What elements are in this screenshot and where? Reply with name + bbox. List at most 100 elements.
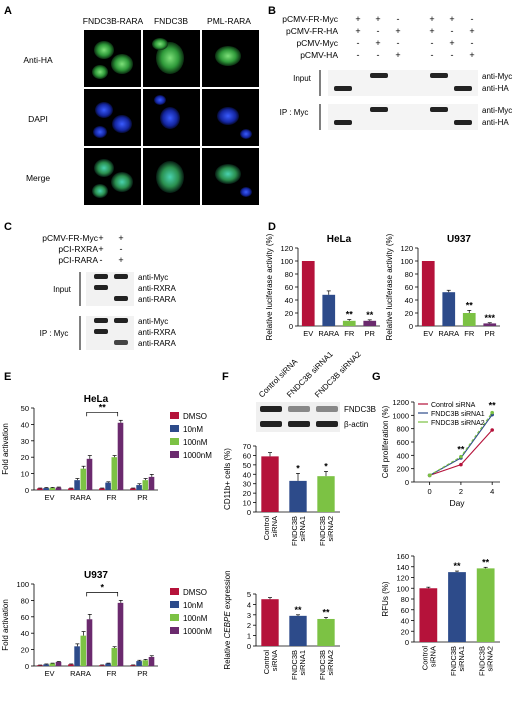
sign-cell: - [357, 50, 360, 60]
significance-mark: ** [294, 605, 302, 615]
x-tick-label: FNDC3BsiRNA2 [318, 650, 335, 680]
significance-bracket [86, 592, 119, 597]
micrograph-dapi-1 [84, 89, 141, 146]
bar [74, 646, 80, 666]
bar [74, 480, 80, 490]
y-tick-label: 0 [247, 508, 251, 517]
micrograph-antiha-1 [84, 30, 141, 87]
x-tick-label: ControlsiRNA [262, 516, 279, 541]
panel-c-blot-label-5: anti-RXRA [138, 328, 176, 337]
panel-f-letter: F [222, 371, 229, 383]
sign-cell: + [98, 244, 103, 254]
sign-cell: - [357, 38, 360, 48]
bar [261, 456, 279, 512]
significance-mark: ** [457, 445, 465, 455]
y-tick-label: 30 [21, 437, 29, 446]
sign-cell: - [397, 14, 400, 24]
data-point [459, 462, 463, 467]
y-tick-label: 800 [396, 425, 409, 434]
legend-label: 10nM [183, 425, 203, 434]
bar [476, 568, 495, 642]
data-point [427, 473, 432, 478]
sign-cell: + [375, 38, 380, 48]
significance-mark: * [296, 463, 300, 473]
legend-swatch [170, 451, 179, 458]
y-tick-label: 60 [285, 283, 293, 292]
panel-e-letter: E [4, 371, 11, 383]
x-tick-label: RARA [318, 329, 339, 338]
bar [142, 480, 149, 490]
panel-a-row-3: Merge [26, 173, 50, 183]
y-tick-label: 2 [247, 621, 251, 630]
legend-swatch [170, 412, 179, 419]
y-tick-label: 80 [401, 595, 409, 604]
sign-cell: - [100, 255, 103, 265]
y-tick-label: 40 [21, 420, 29, 429]
x-tick-label: FNDC3BsiRNA1 [290, 650, 307, 680]
y-axis-label: Fold activation [1, 599, 10, 651]
y-tick-label: 10 [243, 499, 251, 508]
panel-c-row-1: pCMV-FR-Myc [42, 233, 98, 243]
chart-title: HeLa [84, 394, 109, 405]
y-tick-label: 20 [405, 309, 413, 318]
y-tick-label: 60 [401, 606, 409, 615]
y-tick-label: 20 [21, 646, 29, 655]
sign-cell: - [120, 244, 123, 254]
x-tick-label: PR [485, 329, 496, 338]
bar [105, 663, 111, 666]
bar [421, 261, 435, 326]
y-tick-label: 80 [285, 270, 293, 279]
bar [261, 599, 279, 646]
significance-mark: * [324, 461, 328, 471]
bar [80, 635, 87, 666]
sign-cell: + [375, 14, 380, 24]
bar [317, 618, 335, 646]
bar [86, 458, 93, 490]
sign-cell: - [451, 26, 454, 36]
chart-d-hela: 0 20 40 60 80 100 120 Relative luciferase activ… [265, 233, 380, 340]
panel-f-blot-label-2: β-actin [344, 420, 368, 429]
panel-c-blot-label-2: anti-RXRA [138, 284, 176, 293]
bar [55, 487, 62, 490]
panel-f-lane-2: FNDC3B siRNA1 [285, 349, 335, 399]
y-tick-label: 160 [396, 552, 409, 561]
legend-label: FNDC3B siRNA2 [431, 420, 485, 427]
panel-b: B pCMV-FR-Myc pCMV-FR-HA pCMV-Myc pCMV-H… [268, 5, 512, 130]
x-tick-label: FR [107, 493, 118, 502]
panel-a-col-3: PML-RARA [207, 16, 251, 26]
y-tick-label: 40 [285, 296, 293, 305]
panel-b-blot-label-2: anti-HA [482, 84, 509, 93]
y-axis-label: Fold activation [1, 423, 10, 475]
x-axis-label: Day [449, 498, 465, 508]
y-axis-label: Cell proliferation (%) [381, 405, 390, 478]
panel-b-input-label: Input [293, 74, 312, 83]
chart-title: U937 [84, 570, 108, 581]
panel-c-row-3: pCI-RARA [58, 255, 98, 265]
x-tick-label: FNDC3BsiRNA1 [449, 646, 466, 676]
y-tick-label: 20 [401, 627, 409, 636]
y-tick-label: 80 [21, 596, 29, 605]
legend-label: 10nM [183, 601, 203, 610]
x-tick-label: RARA [70, 669, 91, 678]
x-tick-label: ControlsiRNA [420, 646, 437, 671]
legend-label: 100nM [183, 438, 208, 447]
chart-d-u937: 0 20 40 60 80 100 120 Relative luciferase activ… [385, 233, 500, 340]
panel-c: C pCMV-FR-Myc pCI-RXRA pCI-RARA + ++ -- + I… [4, 221, 176, 350]
y-tick-label: 140 [396, 563, 409, 572]
legend-swatch [170, 438, 179, 445]
sign-cell: + [429, 14, 434, 24]
panel-b-row-3: pCMV-Myc [296, 38, 338, 48]
y-tick-label: 120 [280, 244, 293, 253]
panel-c-sign-grid: + ++ -- + [98, 233, 123, 265]
x-tick-label: EV [423, 329, 433, 338]
bar [342, 320, 356, 326]
significance-mark: ** [482, 557, 490, 567]
y-tick-label: 20 [243, 489, 251, 498]
sign-cell: + [469, 26, 474, 36]
sign-cell: + [395, 26, 400, 36]
